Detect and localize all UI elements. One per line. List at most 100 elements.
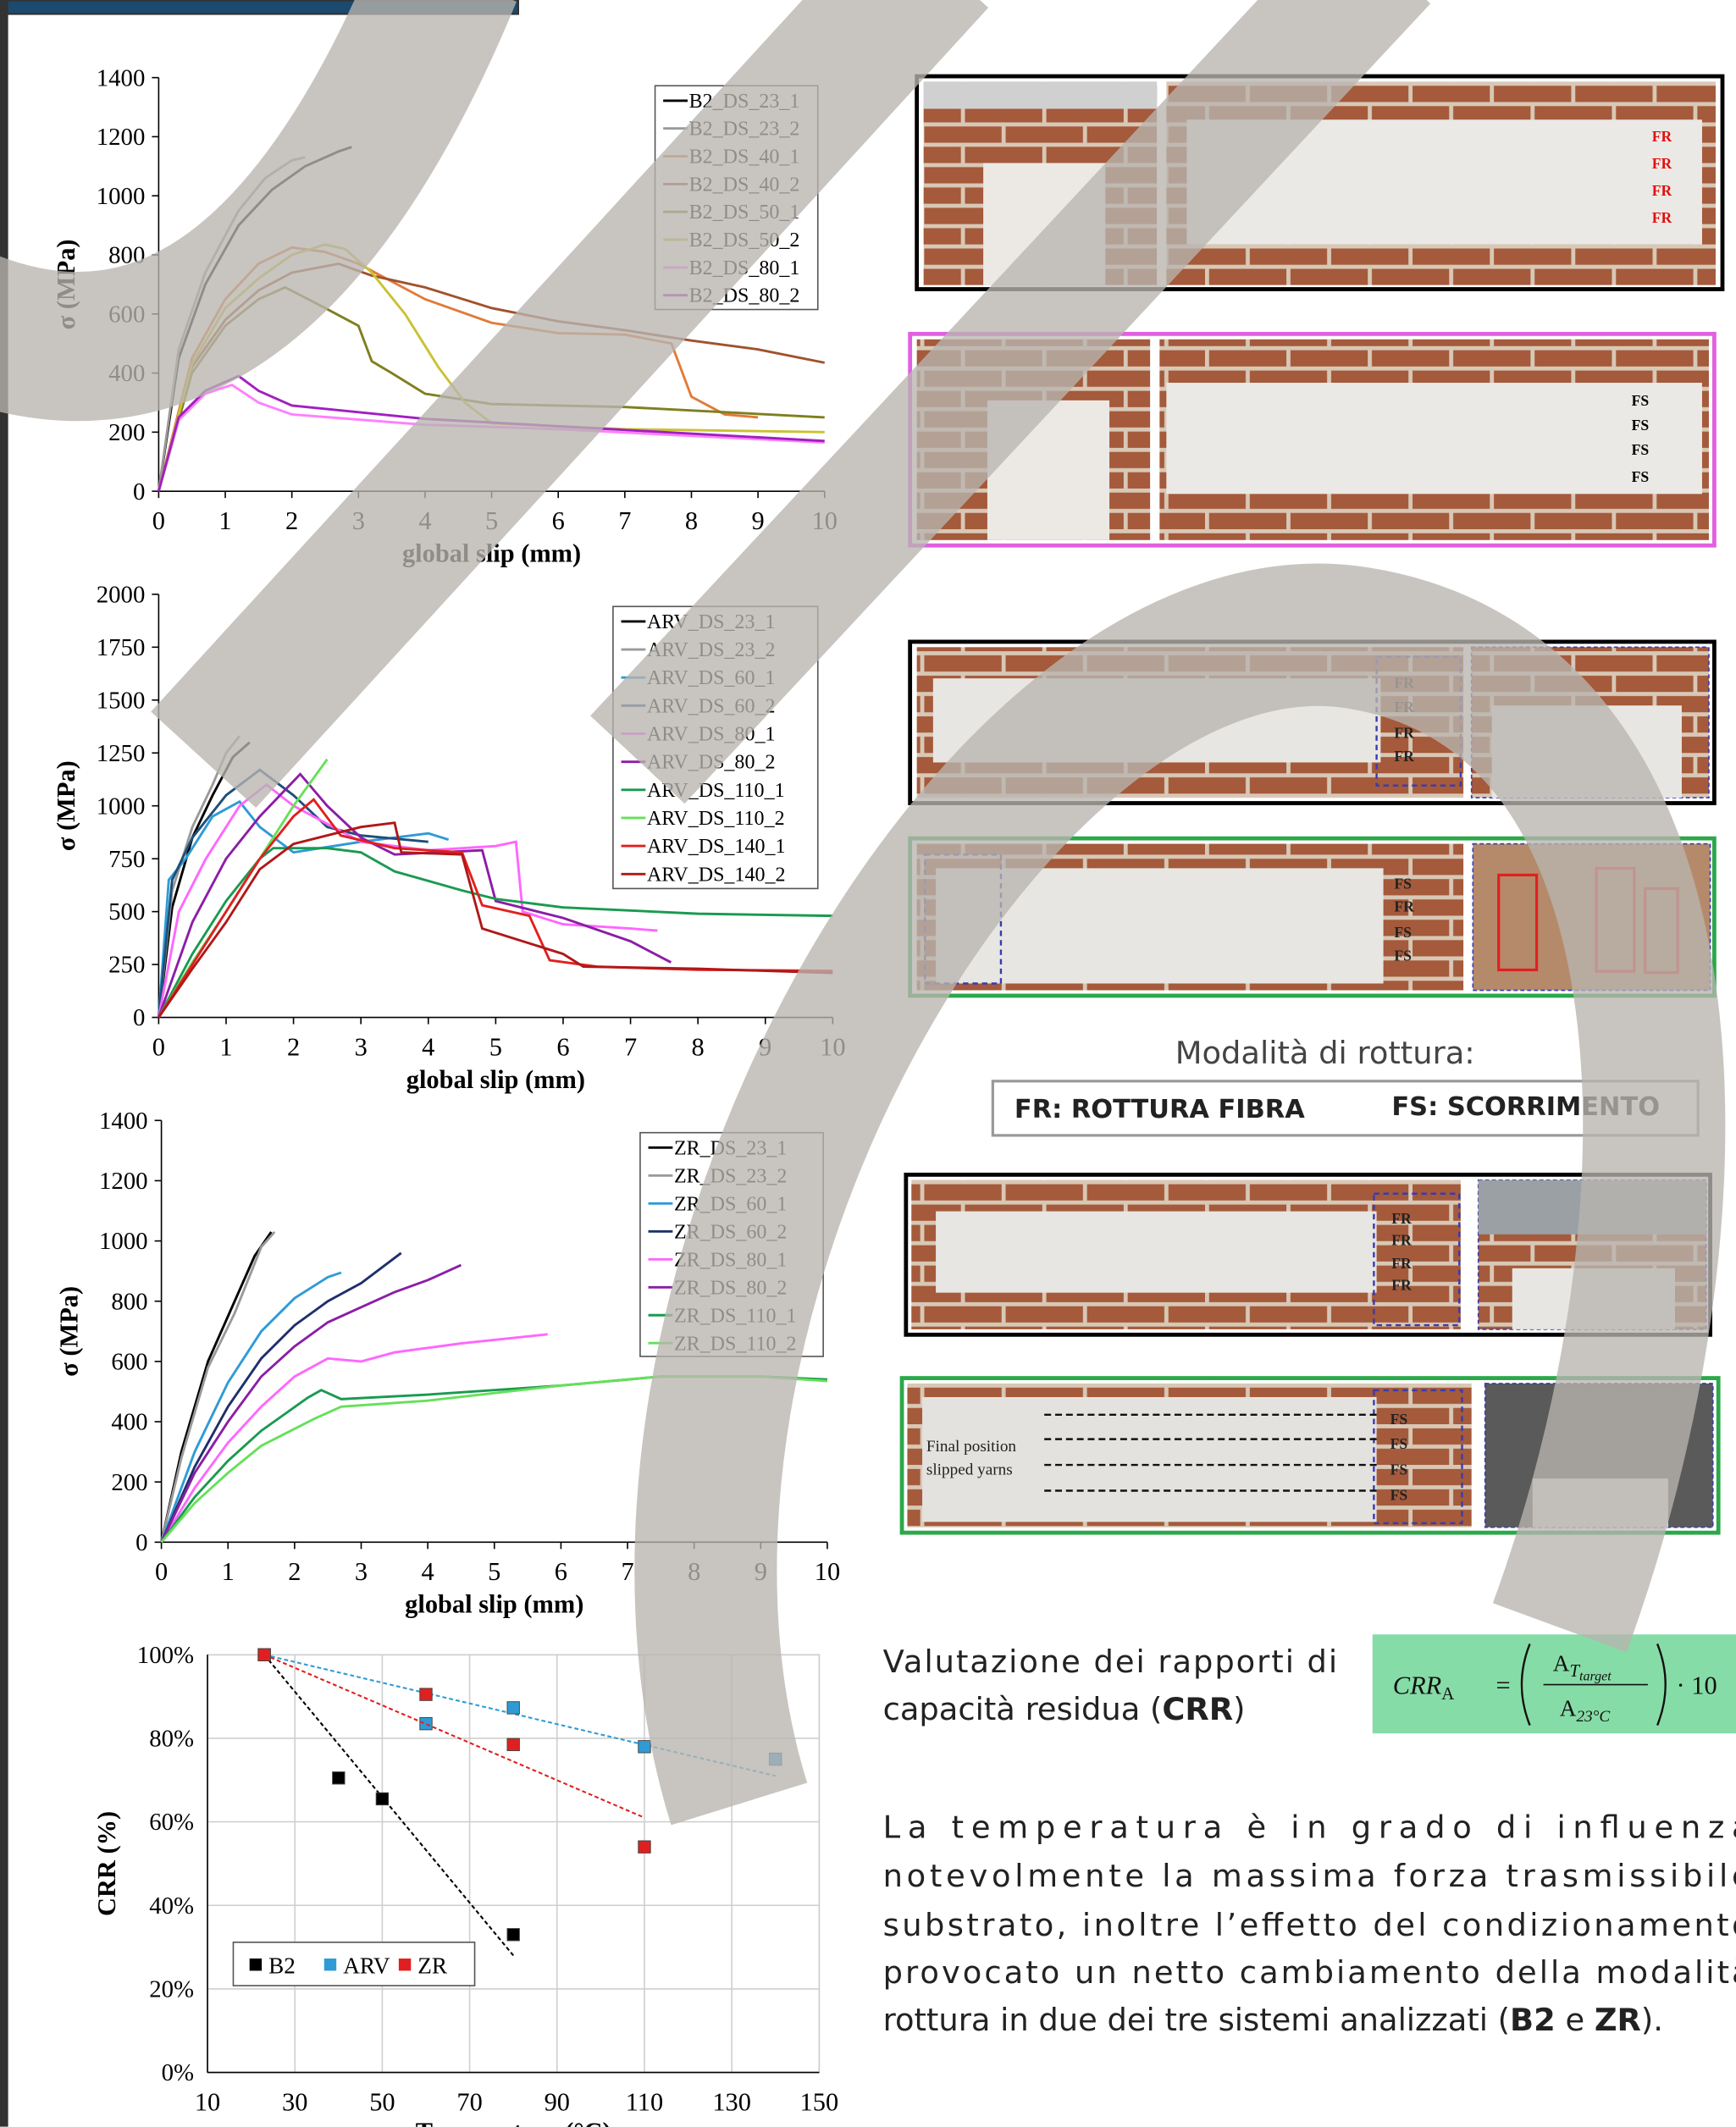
legend-label: ARV_DS_110_2 bbox=[647, 808, 785, 830]
photo-label: FS bbox=[1394, 924, 1412, 941]
x-tick-label: 6 bbox=[555, 1557, 567, 1586]
x-tick-label: 6 bbox=[556, 1032, 569, 1061]
x-tick-label: 1 bbox=[222, 1557, 235, 1586]
photo-label: FS bbox=[1632, 468, 1650, 485]
conclusion-bold: ZR bbox=[1595, 2002, 1641, 2038]
y-tick-label: 200 bbox=[111, 1469, 147, 1496]
conclusion-line: rottura in due dei tre sistemi analizzat… bbox=[883, 2002, 1510, 2038]
y-tick-label: 600 bbox=[111, 1348, 147, 1375]
point bbox=[420, 1688, 432, 1700]
conclusion-line: e bbox=[1556, 2002, 1595, 2038]
x-tick-label: 10 bbox=[815, 1557, 840, 1586]
legend-swatch bbox=[324, 1958, 336, 1970]
conclusion-line: rottura in due dei tre sistemi analizzat… bbox=[883, 2002, 1663, 2038]
y-tick-label: 1200 bbox=[97, 124, 146, 151]
x-tick-label: 2 bbox=[285, 506, 298, 535]
legend-swatch bbox=[250, 1958, 262, 1970]
legend-swatch bbox=[399, 1958, 411, 1970]
photo-label: FR bbox=[1394, 748, 1414, 765]
photo-label: FR bbox=[1394, 898, 1414, 915]
x-tick-label: 2 bbox=[288, 1557, 301, 1586]
formula-part: = bbox=[1496, 1671, 1511, 1700]
photo-label: FR bbox=[1652, 128, 1672, 145]
y-tick-label: 500 bbox=[108, 898, 145, 925]
x-tick-label: 90 bbox=[545, 2087, 570, 2116]
formula-part: A bbox=[1441, 1683, 1454, 1704]
point bbox=[258, 1649, 270, 1660]
y-tick-label: 750 bbox=[108, 846, 145, 873]
x-tick-label: 30 bbox=[282, 2087, 307, 2116]
photo-label: FR bbox=[1391, 1255, 1412, 1272]
line-series bbox=[158, 802, 448, 1018]
legend-label: ARV_DS_140_2 bbox=[647, 864, 786, 886]
photo-label: FS bbox=[1394, 947, 1412, 964]
y-tick-label: 0 bbox=[133, 1004, 145, 1031]
x-tick-label: 4 bbox=[422, 1032, 434, 1061]
y-tick-label: 1400 bbox=[97, 64, 146, 91]
crr-text: capacità residua (CRR) bbox=[883, 1691, 1246, 1727]
y-tick-label: 1000 bbox=[97, 793, 146, 820]
crr-text: Valutazione dei rapporti di bbox=[883, 1644, 1338, 1680]
line-series bbox=[162, 1265, 462, 1542]
point bbox=[639, 1841, 650, 1853]
x-tick-label: 1 bbox=[219, 1032, 232, 1061]
y-tick-label: 2000 bbox=[97, 581, 146, 608]
x-tick-label: 50 bbox=[369, 2087, 395, 2116]
x-tick-label: 7 bbox=[618, 506, 631, 535]
y-tick-label: 40% bbox=[149, 1892, 194, 1920]
failure-title: Modalità di rottura: bbox=[1175, 1035, 1475, 1071]
point bbox=[507, 1929, 519, 1941]
x-tick-label: 0 bbox=[152, 1032, 165, 1061]
x-tick-label: 0 bbox=[152, 506, 165, 535]
formula-part: A bbox=[1553, 1651, 1570, 1677]
x-tick-label: 9 bbox=[752, 506, 765, 535]
photo-label: FS bbox=[1390, 1435, 1408, 1452]
x-tick-label: 8 bbox=[692, 1032, 705, 1061]
conclusion-line: provocato un netto cambiamento della mod… bbox=[883, 1954, 1736, 1991]
formula-part: 23°C bbox=[1576, 1708, 1610, 1726]
formula-part: · 10 bbox=[1677, 1671, 1717, 1700]
y-axis-label: σ (MPa) bbox=[54, 1286, 83, 1377]
photo-label: FR bbox=[1652, 182, 1672, 199]
y-tick-label: 800 bbox=[111, 1288, 147, 1315]
y-tick-label: 100% bbox=[137, 1642, 194, 1669]
conclusion: La temperatura è in grado di influenza n… bbox=[883, 1809, 1736, 2037]
conclusion-line: ). bbox=[1641, 2002, 1663, 2038]
y-tick-label: 0% bbox=[162, 2059, 194, 2086]
y-tick-label: 200 bbox=[108, 419, 145, 446]
photo-label: FR bbox=[1652, 209, 1672, 226]
photo-label: FS bbox=[1632, 417, 1650, 434]
y-tick-label: 60% bbox=[149, 1809, 194, 1836]
page: FR FR FR FR FS FS FS FS FR FR FR FR FS F… bbox=[0, 0, 1736, 2127]
x-tick-label: 6 bbox=[552, 506, 565, 535]
x-tick-label: 110 bbox=[626, 2087, 663, 2116]
y-tick-label: 0 bbox=[133, 478, 145, 506]
x-tick-label: 3 bbox=[355, 1032, 368, 1061]
y-tick-label: 1400 bbox=[99, 1108, 148, 1135]
x-tick-label: 0 bbox=[155, 1557, 168, 1586]
point bbox=[639, 1741, 650, 1753]
photo-label: FR bbox=[1652, 155, 1672, 172]
conclusion-line: La temperatura è in grado di influenza bbox=[883, 1809, 1736, 1845]
y-tick-label: 80% bbox=[149, 1726, 194, 1753]
legend-label: ARV_DS_140_1 bbox=[647, 836, 786, 858]
y-tick-label: 1500 bbox=[97, 687, 146, 714]
y-tick-label: 0 bbox=[135, 1529, 147, 1556]
photo-annotation: slipped yarns bbox=[926, 1461, 1013, 1478]
point bbox=[507, 1702, 519, 1714]
poster: FR FR FR FR FS FS FS FS FR FR FR FR FS F… bbox=[0, 0, 1736, 2127]
y-tick-label: 1750 bbox=[97, 634, 146, 661]
x-tick-label: 70 bbox=[456, 2087, 482, 2116]
point bbox=[333, 1772, 345, 1784]
legend-label: B2 bbox=[268, 1953, 296, 1979]
photo-label: FR bbox=[1391, 1210, 1412, 1227]
photo-annotation: Final position bbox=[926, 1438, 1017, 1456]
legend-label: ZR bbox=[417, 1953, 448, 1979]
formula-part: A bbox=[1560, 1695, 1577, 1721]
photo-label: FS bbox=[1390, 1411, 1408, 1428]
photo-label: FS bbox=[1632, 392, 1650, 409]
photo-label: FS bbox=[1390, 1487, 1408, 1504]
x-tick-label: 130 bbox=[712, 2087, 751, 2116]
line-series bbox=[162, 1273, 341, 1542]
x-axis-label: Temperature (°C) bbox=[416, 2118, 611, 2127]
